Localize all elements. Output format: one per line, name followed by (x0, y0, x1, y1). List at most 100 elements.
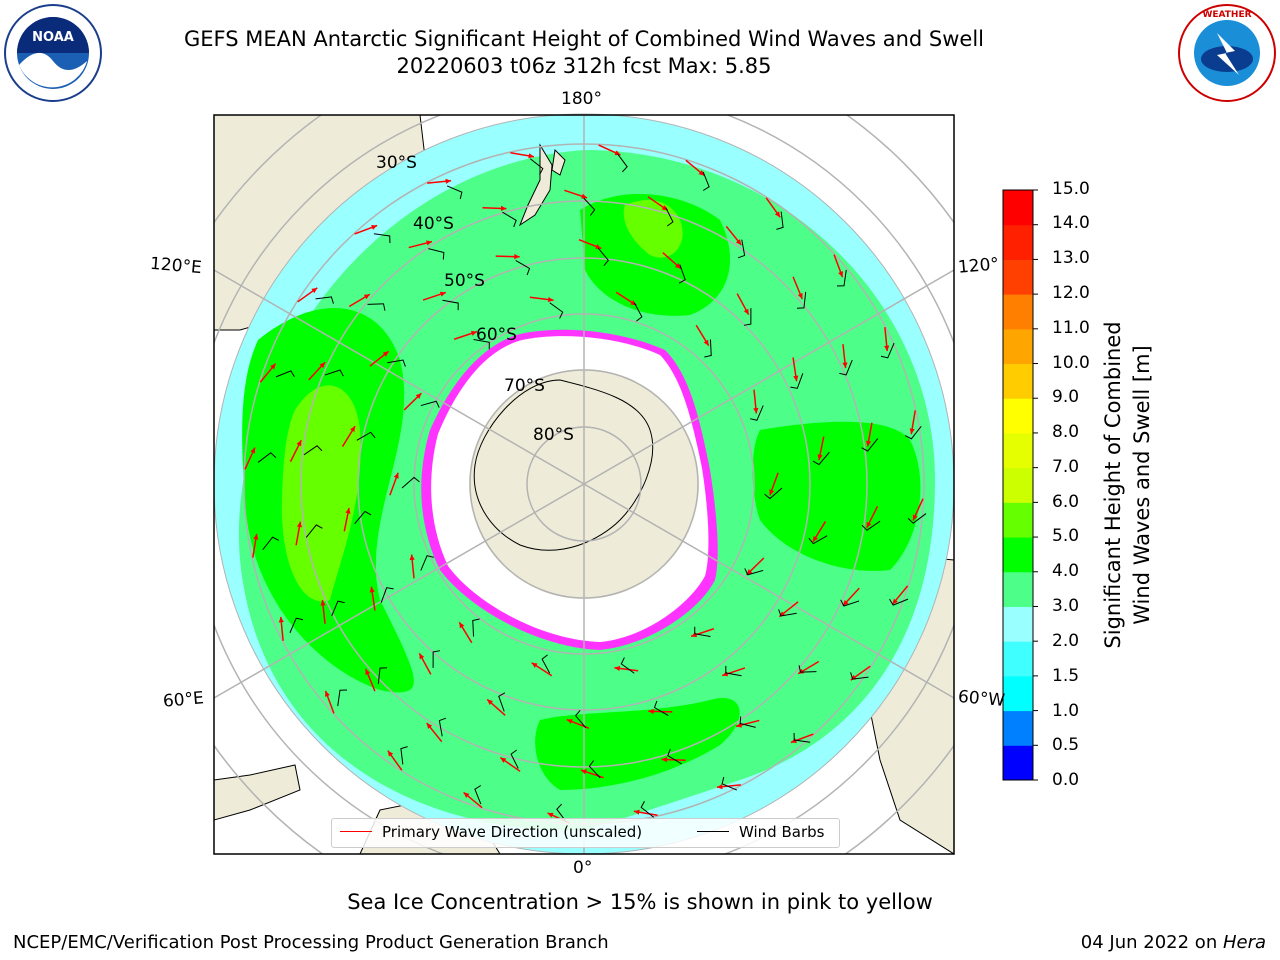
wind-barb (331, 600, 345, 617)
svg-text:WEATHER: WEATHER (1202, 10, 1251, 20)
wind-barb (324, 369, 344, 377)
wind-barb (665, 207, 674, 227)
wind-barb (812, 452, 830, 466)
lat-label-50s: 50°S (444, 271, 485, 291)
wave-arrow-head (296, 521, 302, 528)
colorbar-segment (1003, 190, 1033, 226)
wave-arrow-head (487, 699, 493, 705)
wind-barb (633, 302, 643, 322)
wind-barb (861, 438, 879, 452)
wind-barb (889, 598, 909, 606)
colorbar-segment (1003, 398, 1033, 434)
wave-arrow-head (912, 514, 918, 521)
wave-arrow-head (500, 205, 507, 212)
wind-barb (721, 776, 738, 791)
wave-arrow-head (463, 792, 470, 798)
wind-barb (907, 513, 927, 524)
chart-title: GEFS MEAN Antarctic Significant Height o… (183, 27, 985, 51)
colorbar-tick: 4.0 (1052, 561, 1080, 581)
wave-arrow-head (415, 393, 422, 399)
map-frame (213, 114, 955, 855)
wave-arrow-head (743, 308, 749, 315)
colorbar-tick: 14.0 (1052, 213, 1090, 233)
wind-barb (420, 555, 434, 571)
antarctica-coastline (473, 379, 654, 551)
wave-arrow-head (324, 690, 330, 697)
wave-arrow-head (566, 719, 573, 724)
wind-barb (798, 665, 817, 673)
lon-label-60w: 60°W (957, 686, 1006, 712)
colorbar-frame (1002, 189, 1034, 781)
lon-label-180: 180° (561, 89, 602, 109)
wind-barb (373, 233, 391, 243)
wind-barb (541, 654, 551, 674)
wind-barb (510, 749, 519, 769)
wave-arrow-head (716, 784, 723, 790)
wind-barb (356, 431, 376, 441)
colorbar-tick: 10.0 (1052, 353, 1090, 373)
wave-arrow-head (393, 472, 399, 479)
wave-arrow-head (459, 622, 465, 629)
colorbar-tick: 0.0 (1052, 770, 1080, 790)
wave-arrow-head (528, 153, 535, 159)
footer-date: 04 Jun 2022 on Hera (1081, 932, 1266, 953)
wind-barb (367, 303, 386, 311)
colorbar-segment (1003, 571, 1033, 607)
colorbar (1002, 189, 1038, 781)
colorbar-tick: 1.5 (1052, 666, 1080, 686)
wave-arrow-head (439, 291, 446, 297)
footer-machine: Hera (1222, 932, 1266, 953)
wind-barb (667, 748, 682, 765)
wave-arrow-head (320, 599, 326, 606)
wind-barb (420, 400, 440, 408)
wind-barb (574, 709, 587, 729)
colorbar-tick: 2.0 (1052, 631, 1080, 651)
wave-arrow-head (838, 271, 844, 278)
colorbar-tick: 5.0 (1052, 526, 1080, 546)
wave-arrow-head (884, 345, 890, 352)
wave-arrow-head (812, 535, 818, 542)
wave-arrow-head (774, 211, 781, 218)
wave-arrow-head (409, 554, 415, 561)
colorbar-segment (1003, 502, 1033, 538)
colorbar-tick: 13.0 (1052, 248, 1090, 268)
colorbar-segment (1003, 432, 1033, 469)
wind-barb (289, 617, 304, 634)
colorbar-tick: 3.0 (1052, 596, 1080, 616)
wind-barb (401, 476, 420, 489)
wind-barb (793, 733, 811, 743)
colorbar-segment (1003, 224, 1033, 260)
africa-landmass (214, 764, 301, 821)
wind-barb (702, 171, 710, 191)
wind-barb (694, 626, 711, 638)
colorbar-title-line2: Wind Waves and Swell [m] (1130, 345, 1154, 625)
sea-ice-caption: Sea Ice Concentration > 15% is shown in … (347, 890, 933, 914)
wind-barb (474, 785, 482, 805)
wave-arrow-head (371, 224, 378, 230)
noaa-logo: NOAA (4, 4, 102, 102)
wind-barb (502, 211, 517, 228)
lat-label-30s: 30°S (376, 153, 417, 173)
wind-barb (880, 342, 895, 359)
wave-arrow-head (817, 454, 823, 461)
wave-arrow-head (614, 150, 621, 156)
colorbar-segment (1003, 467, 1033, 503)
wind-barb (744, 568, 764, 576)
wind-barb (808, 535, 828, 545)
wind-barb (428, 248, 445, 260)
wave-arrow-head (426, 240, 432, 246)
colorbar-segment (1003, 294, 1033, 330)
lat-label-80s: 80°S (533, 425, 574, 445)
wind-barb (442, 299, 459, 311)
wind-barb (640, 800, 655, 818)
lat-label-40s: 40°S (413, 214, 454, 234)
wave-arrow-head (842, 599, 849, 606)
wind-barb (904, 425, 922, 440)
colorbar-tick: 12.0 (1052, 283, 1090, 303)
wind-barb (315, 296, 334, 304)
wind-barb (840, 599, 860, 607)
wave-arrow-head (892, 598, 898, 605)
wind-barb (597, 247, 610, 267)
lon-label-0: 0° (573, 858, 593, 878)
nws-logo: WEATHER (1178, 4, 1276, 102)
